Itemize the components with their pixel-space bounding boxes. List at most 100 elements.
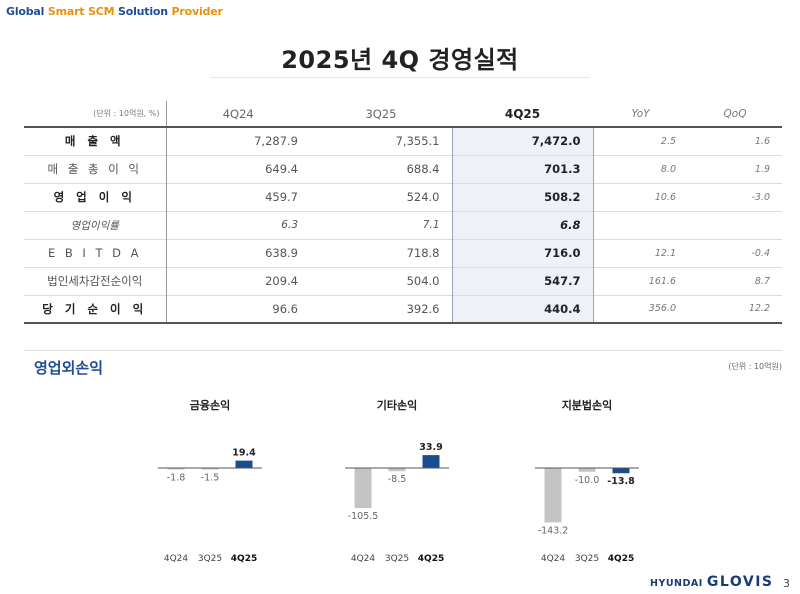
cell-yoy: 10.6 <box>654 191 676 203</box>
bar-value-label: -8.5 <box>388 474 407 485</box>
chart-title: 지분법손익 <box>562 398 613 412</box>
row-label: 당 기 순 이 익 <box>24 295 167 323</box>
x-tick-label: 4Q24 <box>164 554 189 564</box>
cell-yoy: 2.5 <box>660 135 676 147</box>
table-row: 매 출 액 7,287.9 7,355.1 7,472.0 2.5 1.6 <box>24 127 782 155</box>
cell-3q25: 524.0 <box>406 190 440 204</box>
chart-bar <box>544 468 562 523</box>
section-unit: (단위 : 10억원) <box>728 362 782 371</box>
chart-bar <box>388 468 406 472</box>
bar-value-label: -1.5 <box>201 473 220 484</box>
table-row: 영 업 이 익 459.7 524.0 508.2 10.6 -3.0 <box>24 183 782 211</box>
x-tick-label: 4Q24 <box>541 554 566 564</box>
cell-4q25: 547.7 <box>451 267 594 295</box>
tagline-word: Global <box>6 5 45 18</box>
logo-text-big: GLOVIS <box>706 574 774 590</box>
chart-bar <box>578 468 596 472</box>
cell-4q24: 459.7 <box>265 190 298 204</box>
table-row: E B I T D A 638.9 718.8 716.0 12.1 -0.4 <box>24 239 782 267</box>
row-label: 매 출 총 이 익 <box>24 155 167 183</box>
cell-qoq: 1.9 <box>754 163 770 175</box>
column-header: YoY <box>631 107 650 120</box>
cell-qoq: 12.2 <box>748 303 770 315</box>
section-title: 영업외손익 <box>34 359 104 377</box>
chart-title: 기타손익 <box>377 398 417 412</box>
chart-bar <box>167 468 185 470</box>
cell-4q25: 716.0 <box>451 239 594 267</box>
x-tick-label: 4Q25 <box>418 554 444 564</box>
chart-title: 금융손익 <box>190 399 230 412</box>
x-tick-label: 4Q24 <box>351 554 376 564</box>
cell-qoq: -3.0 <box>751 191 770 203</box>
cell-4q25: 508.2 <box>451 183 594 211</box>
chart-bar <box>422 455 440 468</box>
column-header-current: 4Q25 <box>452 101 593 127</box>
chart-bar <box>612 468 630 474</box>
cell-yoy: 161.6 <box>648 275 676 287</box>
x-tick-label: 4Q25 <box>608 554 634 564</box>
cell-4q24: 7,287.9 <box>254 134 298 149</box>
cell-3q25: 7.1 <box>422 219 440 231</box>
tagline: Global Smart SCM Solution Provider <box>6 5 223 18</box>
page-title: 2025년 4Q 경영실적 <box>281 46 519 74</box>
bar-chart: 금융손익 -1.8 4Q24 -1.5 3Q25 19.4 4Q25 <box>158 399 262 564</box>
table-row: 영업이익률 6.3 7.1 6.8 <box>24 211 782 239</box>
cell-3q25: 688.4 <box>406 162 440 176</box>
cell-3q25: 504.0 <box>406 274 440 288</box>
column-header: 4Q24 <box>222 106 254 121</box>
cell-3q25: 718.8 <box>406 246 440 260</box>
page-number: 3 <box>783 577 790 590</box>
cell-yoy: 356.0 <box>648 303 676 315</box>
cell-4q24: 96.6 <box>272 301 298 316</box>
cell-qoq: -0.4 <box>751 247 770 259</box>
bar-value-label: 19.4 <box>232 448 256 459</box>
cell-4q25: 701.3 <box>451 155 594 183</box>
cell-yoy: 8.0 <box>660 163 676 175</box>
x-tick-label: 4Q25 <box>231 554 257 564</box>
bar-value-label: -105.5 <box>348 511 379 522</box>
bar-value-label: -1.8 <box>167 473 186 484</box>
cell-4q24: 638.9 <box>265 246 298 260</box>
cell-4q25: 7,472.0 <box>451 127 594 155</box>
row-label: 매 출 액 <box>24 127 167 155</box>
cell-4q24: 6.3 <box>281 219 298 231</box>
cell-qoq: 8.7 <box>754 275 770 287</box>
bar-value-label: -13.8 <box>607 476 635 487</box>
row-label: 영 업 이 익 <box>24 183 167 211</box>
unit-label: (단위 : 10억원, %) <box>24 101 167 127</box>
tagline-word: Provider <box>171 5 223 18</box>
cell-qoq: 1.6 <box>754 135 770 147</box>
logo-text-small: HYUNDAI <box>650 578 703 589</box>
row-label: 영업이익률 <box>24 211 167 239</box>
cell-4q24: 649.4 <box>265 162 298 176</box>
row-label: E B I T D A <box>24 239 167 267</box>
bar-chart: 지분법손익 -143.2 4Q24 -10.0 3Q25 -13.8 4Q25 <box>535 398 639 564</box>
x-tick-label: 3Q25 <box>385 554 409 564</box>
table-row: 당 기 순 이 익 96.6 392.6 440.4 356.0 12.2 <box>24 295 782 323</box>
cell-3q25: 7,355.1 <box>395 134 440 149</box>
cell-4q25: 6.8 <box>451 211 594 239</box>
cell-3q25: 392.6 <box>406 301 440 316</box>
bar-value-label: 33.9 <box>419 442 442 453</box>
x-tick-label: 3Q25 <box>575 554 599 564</box>
hyundai-glovis-logo: HYUNDAI GLOVIS <box>650 574 774 590</box>
cell-yoy: 12.1 <box>654 247 676 259</box>
cell-4q25: 440.4 <box>451 295 594 323</box>
x-tick-label: 3Q25 <box>198 554 222 564</box>
chart-bar <box>201 468 219 470</box>
bar-value-label: -10.0 <box>575 475 600 486</box>
chart-bar <box>235 460 253 468</box>
tagline-word: Smart SCM <box>47 5 115 18</box>
results-table: (단위 : 10억원, %) 4Q24 3Q25 4Q25 YoY QoQ 매 … <box>24 101 782 324</box>
column-header: 3Q25 <box>365 106 397 121</box>
tagline-word: Solution <box>117 5 168 18</box>
table-header-row: (단위 : 10억원, %) 4Q24 3Q25 4Q25 YoY QoQ <box>24 101 782 127</box>
bar-chart: 기타손익 -105.5 4Q24 -8.5 3Q25 33.9 4Q25 <box>345 398 449 564</box>
chart-bar <box>354 468 372 509</box>
column-header: QoQ <box>723 107 747 120</box>
title-divider <box>210 77 590 78</box>
section-divider <box>24 350 782 351</box>
table-row: 법인세차감전순이익 209.4 504.0 547.7 161.6 8.7 <box>24 267 782 295</box>
row-label: 법인세차감전순이익 <box>24 267 167 295</box>
